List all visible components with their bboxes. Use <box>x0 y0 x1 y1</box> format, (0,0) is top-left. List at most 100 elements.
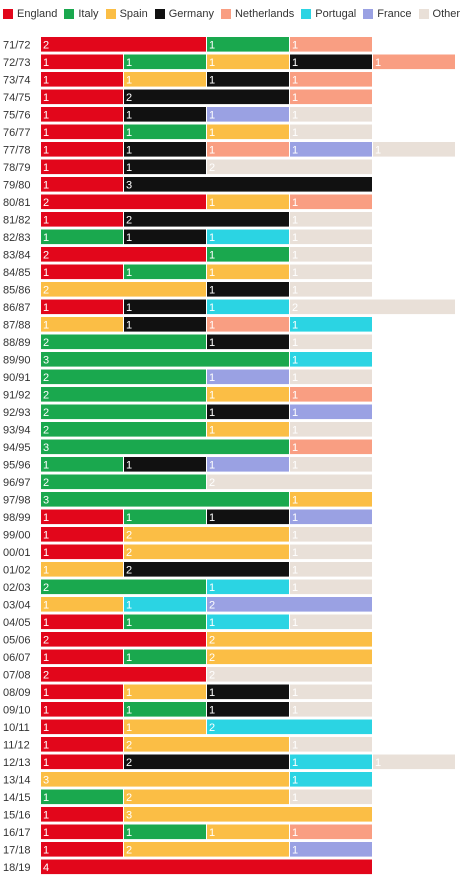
bar-segment-italy <box>124 824 206 840</box>
season-label: 87/88 <box>3 319 31 331</box>
bar-segment-italy <box>124 614 206 630</box>
bar-segment-germany <box>124 142 206 157</box>
bar-value-label-france: 1 <box>292 512 298 524</box>
bar-segment-england <box>41 142 123 157</box>
season-label: 82/83 <box>3 232 31 244</box>
bar-segment-england <box>41 194 206 210</box>
season-label: 94/95 <box>3 442 31 454</box>
season-row-73-74: 73/74 1 1 1 1 <box>3 72 372 87</box>
season-label: 81/82 <box>3 214 31 226</box>
bar-segment-france <box>207 597 372 612</box>
bar-segment-other <box>290 614 372 630</box>
bar-segment-england <box>41 247 206 262</box>
bar-value-label-england: 1 <box>43 162 49 174</box>
bar-segment-france <box>207 107 289 122</box>
bar-segment-spain <box>124 544 289 560</box>
bar-segment-italy <box>207 247 289 262</box>
bar-segment-portugal <box>124 597 206 612</box>
season-row-00-01: 00/01 1 2 1 <box>3 544 372 560</box>
bar-segment-italy <box>124 54 206 70</box>
bar-value-label-portugal: 1 <box>209 582 215 594</box>
bar-value-label-france: 1 <box>209 372 215 384</box>
bar-value-label-other: 1 <box>292 127 298 139</box>
bar-segment-germany <box>124 229 206 245</box>
season-row-05-06: 05/06 2 2 <box>3 632 372 647</box>
legend-label-other: Other <box>432 8 461 20</box>
bar-segment-spain <box>207 649 372 665</box>
season-row-90-91: 90/91 2 1 1 <box>3 369 372 385</box>
season-label: 88/89 <box>3 337 31 349</box>
legend-label-italy: Italy <box>78 8 99 20</box>
bar-segment-italy <box>41 422 206 437</box>
legend-swatch-germany <box>154 9 165 19</box>
bar-segment-spain <box>124 527 289 542</box>
legend-label-netherlands: Netherlands <box>234 8 295 20</box>
season-label: 83/84 <box>3 249 31 261</box>
bar-segment-england <box>41 824 123 840</box>
chart-legend: England Italy Spain Germany Netherlands Portu… <box>3 5 461 23</box>
bar-value-label-england: 1 <box>43 302 49 314</box>
stacked-bar-chart: 71/72 2 1 172/73 1 1 1 1 173/74 1 1 1 174/75 1 2 175/76… <box>3 37 455 875</box>
bar-segment-germany <box>207 282 289 297</box>
bar-value-label-other: 2 <box>209 669 215 681</box>
bar-value-label-portugal: 1 <box>209 302 215 314</box>
season-label: 04/05 <box>3 617 31 629</box>
bar-segment-france <box>290 142 372 157</box>
bar-value-label-spain: 2 <box>126 739 132 751</box>
bar-value-label-france: 1 <box>209 109 215 121</box>
season-row-81-82: 81/82 1 2 1 <box>3 212 372 227</box>
season-row-99-00: 99/00 1 2 1 <box>3 527 372 542</box>
legend-swatch-other <box>418 9 429 19</box>
legend-item-germany: Germany <box>154 8 214 20</box>
bar-value-label-spain: 1 <box>43 564 49 576</box>
legend-swatch-portugal <box>301 9 312 19</box>
bar-segment-portugal <box>207 299 289 315</box>
bar-segment-england <box>41 544 123 560</box>
season-row-88-89: 88/89 2 1 1 <box>3 334 372 350</box>
bar-segment-germany <box>207 334 289 350</box>
bar-segment-portugal <box>207 579 289 595</box>
bar-value-label-england: 1 <box>43 809 49 821</box>
bar-value-label-germany: 1 <box>209 74 215 86</box>
bar-segment-spain <box>41 317 123 332</box>
season-row-85-86: 85/86 2 1 1 <box>3 282 372 297</box>
bar-segment-other <box>290 334 372 350</box>
season-row-12-13: 12/13 1 2 1 1 <box>3 754 455 770</box>
bar-segment-germany <box>207 702 289 717</box>
bar-value-label-italy: 1 <box>126 57 132 69</box>
season-row-93-94: 93/94 2 1 1 <box>3 422 372 437</box>
season-row-96-97: 96/97 2 2 <box>3 474 372 490</box>
bar-segment-spain <box>124 789 289 805</box>
bar-segment-england <box>41 299 123 315</box>
season-label: 80/81 <box>3 197 31 209</box>
legend-swatch-italy <box>64 9 75 19</box>
season-label: 12/13 <box>3 757 31 769</box>
bar-segment-england <box>41 737 123 752</box>
season-row-14-15: 14/15 1 2 1 <box>3 789 372 805</box>
bar-segment-england <box>41 72 123 87</box>
bar-value-label-netherlands: 1 <box>292 39 298 51</box>
bar-segment-germany <box>124 562 289 577</box>
bar-value-label-germany: 1 <box>209 284 215 296</box>
bar-value-label-other: 1 <box>292 582 298 594</box>
season-label: 98/99 <box>3 512 31 524</box>
bar-value-label-netherlands: 1 <box>292 442 298 454</box>
bar-segment-italy <box>41 369 206 385</box>
season-label: 91/92 <box>3 389 31 401</box>
legend-swatch-france <box>363 9 374 19</box>
bar-segment-other <box>290 264 372 280</box>
season-row-77-78: 77/78 1 1 1 1 1 <box>3 142 455 157</box>
bar-value-label-germany: 2 <box>126 214 132 226</box>
bar-value-label-spain: 2 <box>126 547 132 559</box>
season-label: 15/16 <box>3 809 31 821</box>
bar-segment-portugal <box>290 317 372 332</box>
bar-value-label-italy: 3 <box>43 494 49 506</box>
season-row-13-14: 13/14 3 1 <box>3 772 372 787</box>
bar-value-label-spain: 1 <box>43 319 49 331</box>
bar-value-label-france: 2 <box>209 599 215 611</box>
bar-value-label-other: 1 <box>292 529 298 541</box>
bar-segment-spain <box>124 807 372 822</box>
legend-label-england: England <box>17 8 58 20</box>
bar-segment-germany <box>124 89 289 105</box>
